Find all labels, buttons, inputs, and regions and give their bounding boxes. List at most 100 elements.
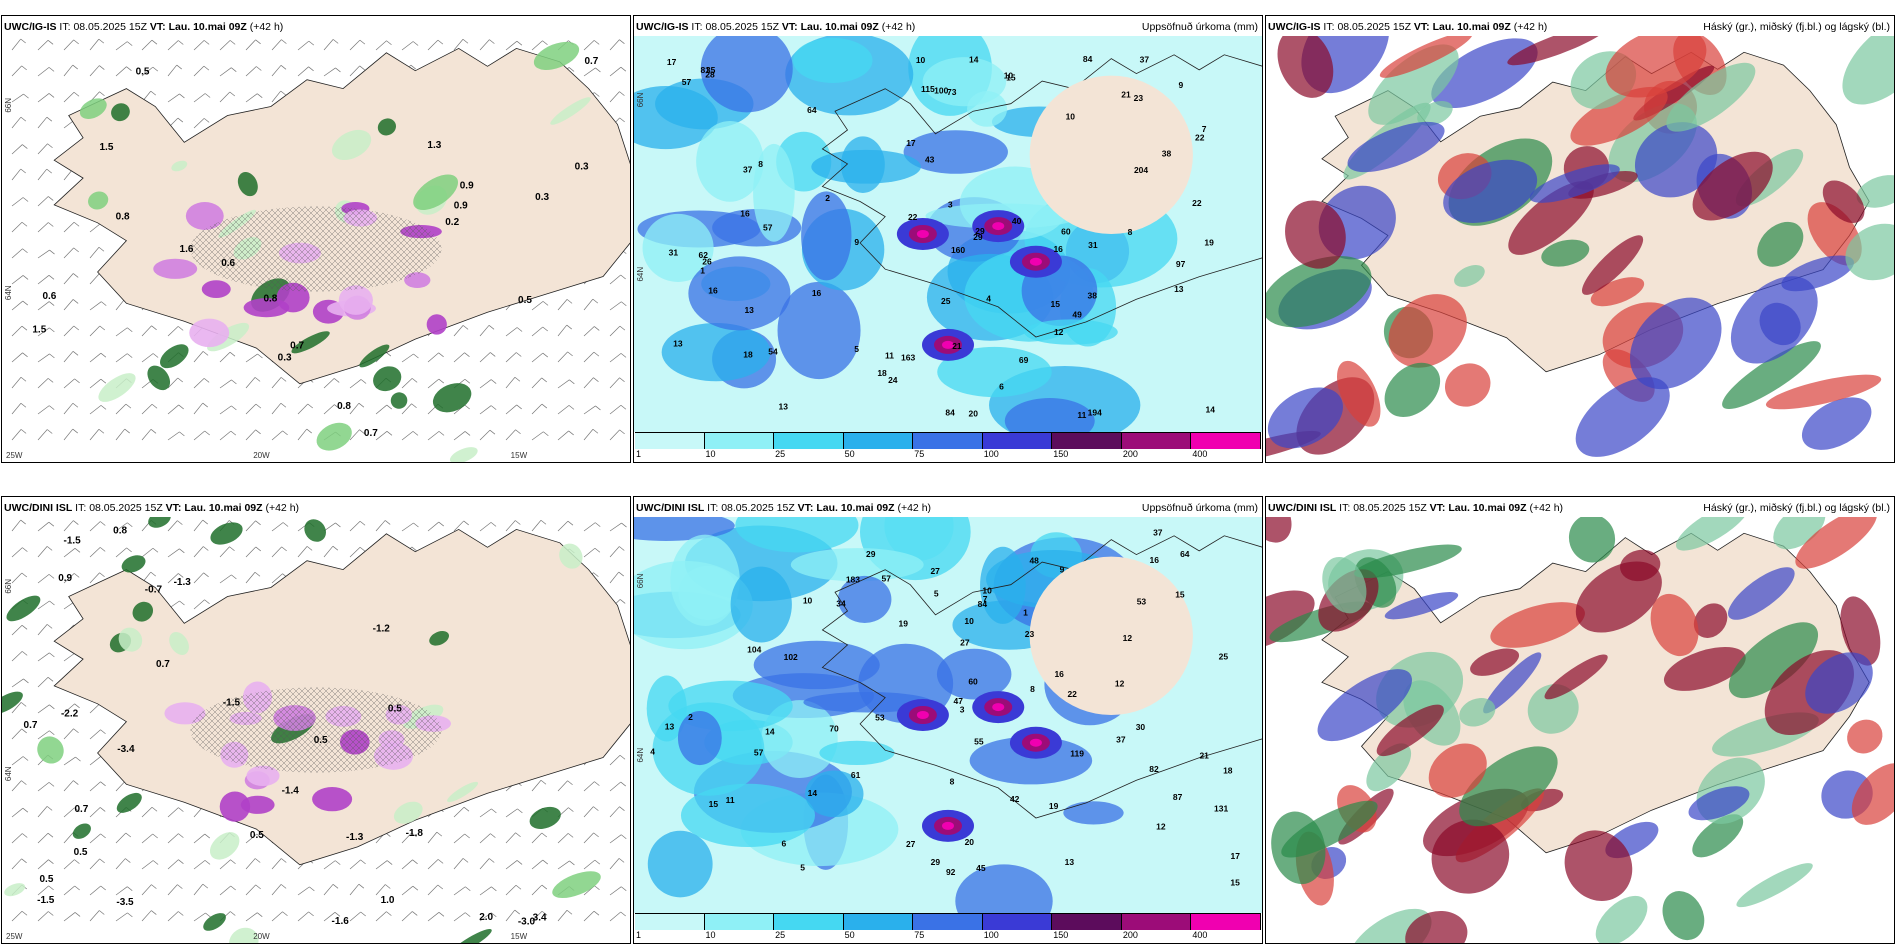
panel-dini-wind: UWC/DINI ISL IT: 08.05.2025 15Z VT: Lau.… (1, 496, 631, 944)
value-label: 24 (888, 375, 898, 385)
cloud-field (1266, 517, 1894, 943)
value-label: 0.7 (156, 659, 170, 670)
value-label: 9 (1060, 565, 1065, 575)
value-label: 10 (916, 55, 926, 65)
legend-swatch: 50 (843, 433, 914, 459)
value-label: 102 (784, 652, 798, 662)
legend-label: 400 (1192, 449, 1208, 459)
value-label: 60 (968, 676, 978, 686)
value-label: 1 (1023, 608, 1028, 618)
value-label: 61 (851, 770, 861, 780)
value-labels: 0.70.30.91.60.60.80.20.50.60.80.71.50.70… (32, 56, 598, 439)
value-label: 18 (743, 349, 753, 359)
value-label: 0.5 (74, 847, 88, 858)
valid-time: Lau. 10.mai 09Z (168, 21, 247, 33)
value-label: 17 (906, 138, 916, 148)
value-label: 7 (1202, 124, 1207, 134)
legend-label: 400 (1192, 930, 1208, 940)
hatched-area (190, 687, 442, 773)
value-label: 42 (1010, 794, 1020, 804)
value-label: 27 (960, 637, 970, 647)
value-label: 0.3 (575, 162, 589, 173)
legend-swatch: 400 (1191, 914, 1261, 940)
model-name: UWC/IG-IS (4, 21, 57, 33)
legend-label: 100 (983, 930, 999, 940)
valid-time: Lau. 10.mai 09Z (816, 502, 895, 514)
value-label: 204 (1134, 165, 1148, 175)
value-label: 37 (1140, 54, 1150, 64)
legend-swatch: 100 (982, 914, 1053, 940)
value-label: 0.7 (584, 56, 598, 67)
value-label: 31 (669, 248, 679, 258)
panel-dini-precip: UWC/DINI ISL IT: 08.05.2025 15Z VT: Lau.… (633, 496, 1263, 944)
value-label: 37 (743, 165, 753, 175)
value-label: 2 (688, 712, 693, 722)
value-label: 22 (1192, 198, 1202, 208)
value-label: 0.9 (454, 200, 468, 211)
value-label: -0.7 (145, 585, 163, 596)
legend-label: 1 (636, 449, 642, 459)
value-label: 21 (1199, 750, 1209, 760)
value-label: 84 (945, 408, 955, 418)
value-label: 0.3 (278, 352, 292, 363)
valid-time: Lau. 10.mai 09Z (184, 502, 263, 514)
legend-swatch: 400 (1191, 433, 1261, 459)
legend-swatch: 50 (843, 914, 914, 940)
map-canvas[interactable] (1266, 36, 1894, 462)
value-label: 15 (709, 799, 719, 809)
value-label: 57 (682, 77, 692, 87)
legend-label: 50 (844, 930, 855, 940)
map-canvas[interactable]: 0.70.30.91.60.60.80.20.50.60.80.71.50.70… (2, 36, 630, 462)
legend-label: 100 (983, 449, 999, 459)
value-label: 10 (803, 596, 813, 606)
value-label: 10 (982, 585, 992, 595)
valid-time: Lau. 10.mai 09Z (1448, 502, 1527, 514)
lead-time: (+42 h) (1529, 502, 1564, 514)
value-label: 29 (975, 226, 985, 236)
value-label: 6 (782, 839, 787, 849)
panel-field-title: Háský (gr.), miðský (fj.bl.) og lágský (… (1703, 502, 1890, 514)
value-label: 12 (1115, 679, 1125, 689)
value-label: 22 (1067, 689, 1077, 699)
value-label: 53 (1137, 596, 1147, 606)
value-label: -1.8 (406, 828, 424, 839)
value-label: 92 (946, 867, 956, 877)
lead-time: (+42 h) (1513, 21, 1548, 33)
value-label: 81 (700, 65, 710, 75)
value-label: -1.4 (282, 786, 300, 797)
value-label: 8 (1030, 684, 1035, 694)
value-label: 104 (747, 644, 761, 654)
map-canvas[interactable]: 1110223113162138433515171316207384696426… (634, 36, 1262, 432)
value-label: 14 (765, 727, 775, 737)
legend-swatch: 25 (774, 914, 844, 940)
legend-swatch: 25 (774, 433, 844, 459)
value-label: 87 (1173, 792, 1183, 802)
value-label: 35 (706, 65, 716, 75)
init-time: 08.05.2025 15Z (721, 502, 795, 514)
value-label: 17 (667, 57, 677, 67)
land-mass (1029, 75, 1193, 234)
value-label: 0.3 (535, 192, 549, 203)
value-label: 0.7 (290, 340, 304, 351)
legend-swatch: 200 (1121, 433, 1192, 459)
map-canvas[interactable]: 0.9 0.7 -3.4 -1.4 0.5 -1.5 0.5 0.8 -3.0 0.5 -1.3 -1… (2, 517, 630, 943)
value-label: 60 (1061, 226, 1071, 236)
panel-header: UWC/DINI ISL IT: 08.05.2025 15Z VT: Lau.… (1268, 502, 1564, 514)
valid-time: Lau. 10.mai 09Z (800, 21, 879, 33)
value-label: 0.7 (74, 804, 88, 815)
legend-label: 150 (1053, 449, 1069, 459)
value-label: 8 (950, 776, 955, 786)
value-label: -3.0 (518, 917, 536, 928)
value-label: -1.5 (63, 536, 81, 547)
value-label: 17 (1231, 851, 1241, 861)
map-canvas[interactable] (1266, 517, 1894, 943)
value-label: 30 (1136, 722, 1146, 732)
map-canvas[interactable]: 1512819101510302921473748574227131915252… (634, 517, 1262, 913)
legend-swatch: 150 (1052, 433, 1122, 459)
value-label: 28 (705, 70, 715, 80)
value-label: 183 (846, 575, 860, 585)
value-label: 160 (951, 245, 965, 255)
value-label: 25 (1219, 651, 1229, 661)
value-label: 16 (740, 208, 750, 218)
value-label: 6 (999, 382, 1004, 392)
